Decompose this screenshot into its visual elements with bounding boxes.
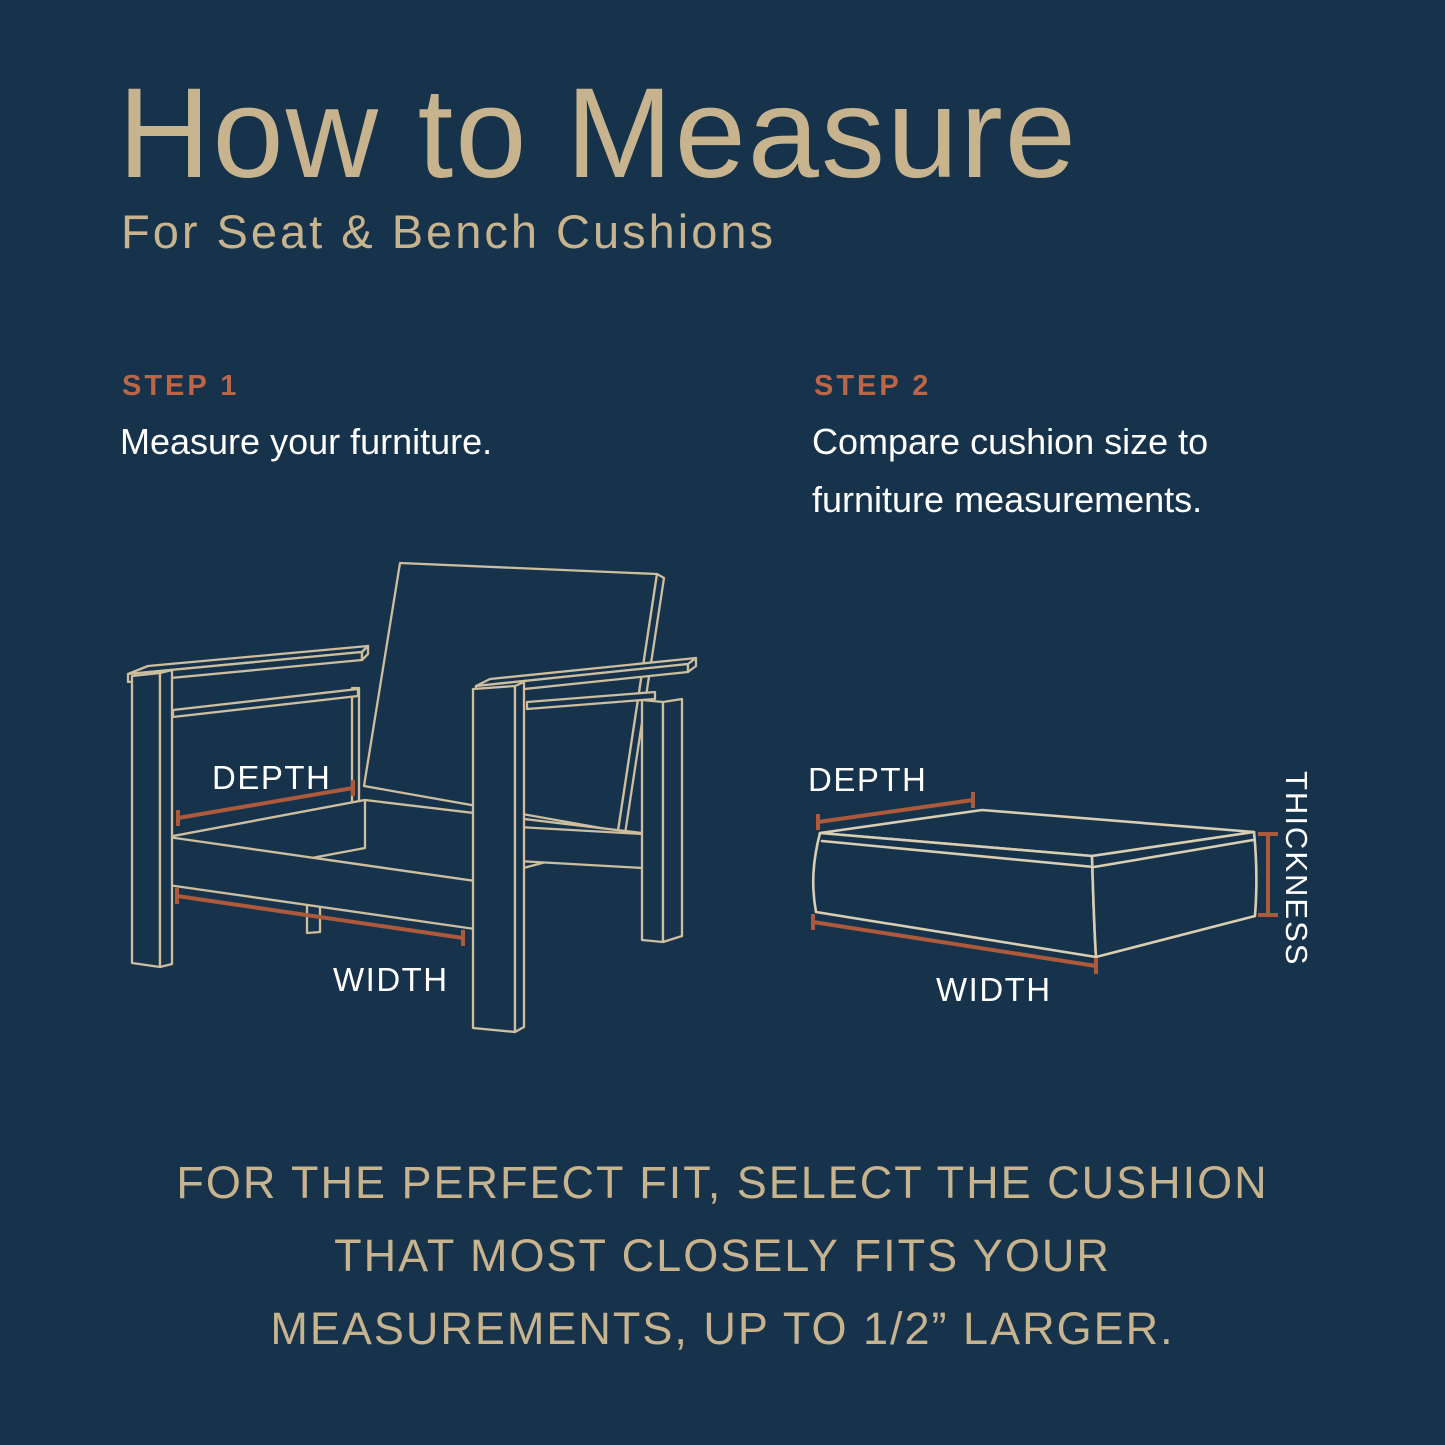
step-2-label: STEP 2 — [814, 370, 932, 402]
cushion-wireframe-diagram — [811, 792, 1278, 974]
step-2-description: Compare cushion size to furniture measur… — [812, 421, 1209, 520]
cushion-depth-label: DEPTH — [808, 761, 928, 798]
chair-depth-measure-line — [176, 780, 355, 826]
chair-rear-right-leg — [640, 697, 684, 944]
cushion-thickness-measure-line — [1258, 832, 1278, 917]
chair-depth-label: DEPTH — [212, 759, 332, 796]
cushion-body — [811, 808, 1258, 959]
chair-wireframe-diagram — [126, 561, 698, 1034]
chair-width-measure-line — [175, 888, 465, 946]
step-1-description: Measure your furniture. — [120, 421, 493, 462]
chair-left-arm — [126, 644, 370, 969]
cushion-depth-measure-line — [816, 792, 975, 830]
cushion-width-measure-line — [811, 914, 1098, 974]
page-title: How to Measure — [118, 62, 1078, 205]
footer-note: FOR THE PERFECT FIT, SELECT THE CUSHION … — [0, 1146, 1445, 1365]
chair-right-arm — [471, 656, 698, 1034]
footer-line: FOR THE PERFECT FIT, SELECT THE CUSHION — [176, 1157, 1269, 1208]
footer-line: MEASUREMENTS, UP TO 1/2” LARGER. — [270, 1303, 1175, 1354]
chair-width-label: WIDTH — [333, 961, 449, 998]
footer-line: THAT MOST CLOSELY FITS YOUR — [334, 1230, 1111, 1281]
cushion-width-label: WIDTH — [936, 971, 1052, 1008]
cushion-thickness-label: THICKNESS — [1279, 771, 1314, 967]
step-1-label: STEP 1 — [122, 370, 240, 402]
chair-right-side-rail — [516, 825, 645, 870]
page-subtitle: For Seat & Bench Cushions — [121, 205, 776, 258]
